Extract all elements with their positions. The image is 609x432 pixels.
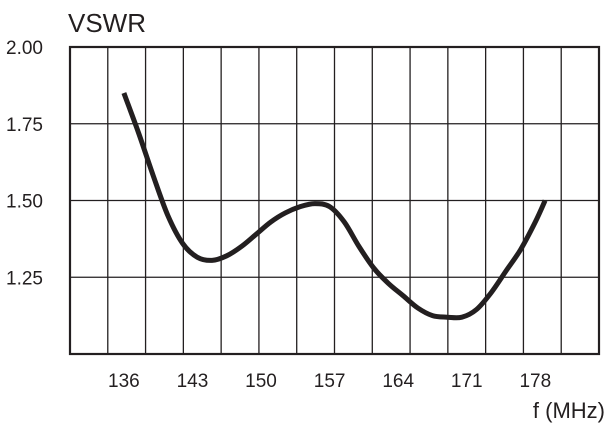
y-tick-label: 1.50 [6,192,43,213]
x-tick-label: 157 [314,371,346,392]
x-tick-label: 171 [451,371,483,392]
plot-frame [68,45,601,356]
x-tick-label: 178 [519,371,551,392]
series-layer [121,92,548,321]
grid [70,47,599,354]
vswr-series-line [121,92,548,321]
x-axis-label: f (MHz) [533,398,605,423]
y-tick-labels: 1.25 1.50 1.75 2.00 [6,38,43,289]
x-tick-label: 136 [108,371,140,392]
plot-border [68,45,601,356]
chart-title: VSWR [68,8,146,38]
x-tick-label: 164 [382,371,414,392]
x-tick-label: 143 [177,371,209,392]
x-tick-labels: 136 143 150 157 164 171 178 [108,371,551,392]
y-tick-label: 1.25 [6,268,43,289]
y-tick-label: 2.00 [6,38,43,59]
y-tick-label: 1.75 [6,115,43,136]
x-tick-label: 150 [245,371,277,392]
